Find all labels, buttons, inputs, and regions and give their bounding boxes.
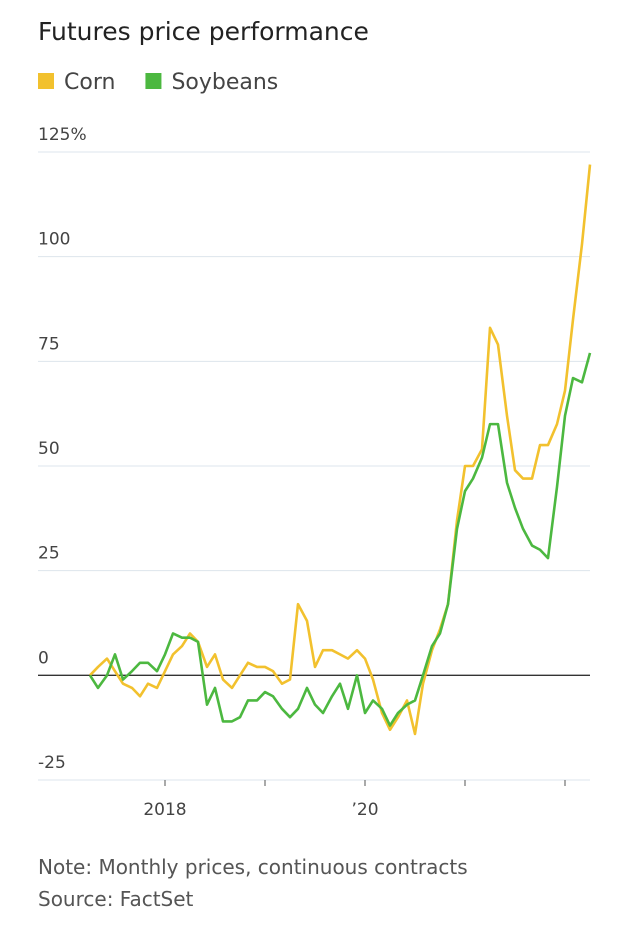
legend-label: Corn [64, 70, 115, 95]
x-tick-label: 2018 [143, 800, 186, 820]
y-tick-label: 0 [38, 648, 49, 668]
y-tick-label: 75 [38, 334, 60, 354]
chart-title: Futures price performance [38, 17, 369, 46]
x-tick-label: ’20 [351, 800, 378, 820]
y-tick-label: 100 [38, 230, 70, 250]
line [88, 352, 592, 727]
y-tick-label: -25 [38, 753, 66, 773]
y-tick-label: 50 [38, 439, 60, 459]
line [89, 164, 592, 736]
legend-label: Soybeans [171, 70, 278, 95]
y-tick-label: 25 [38, 544, 60, 564]
note: Note: Monthly prices, continuous contrac… [38, 855, 468, 879]
legend-swatch [38, 73, 54, 89]
source: Source: FactSet [38, 887, 194, 911]
legend-swatch [145, 73, 162, 89]
y-tick-label: 125% [38, 125, 87, 145]
